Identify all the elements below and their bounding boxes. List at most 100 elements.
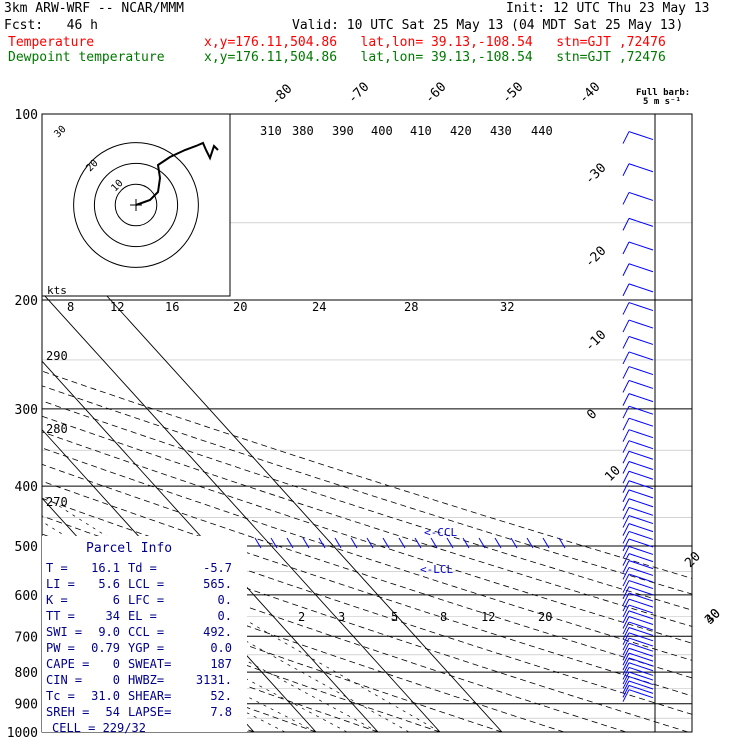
barb-feather bbox=[622, 319, 630, 333]
pressure-tick-label: 400 bbox=[15, 480, 38, 495]
temperature-tick-label: -50 bbox=[499, 80, 526, 107]
barb-feather bbox=[622, 405, 630, 419]
barb-feather bbox=[622, 440, 630, 453]
mixing-ratio-label: 20 bbox=[538, 610, 552, 624]
barb-feather bbox=[622, 662, 630, 675]
wind-barbs bbox=[254, 114, 656, 732]
barb-legend-line2: 5 m s⁻¹ bbox=[643, 97, 681, 107]
parcel-info-cell: 3131. bbox=[196, 673, 232, 687]
parcel-info-cell: 34 bbox=[106, 609, 120, 623]
barb-feather bbox=[622, 480, 630, 493]
wind-barb bbox=[622, 684, 654, 698]
hodograph-scale-label: 12 bbox=[110, 300, 124, 314]
theta-label: 380 bbox=[292, 124, 314, 138]
barb-feather bbox=[622, 531, 630, 544]
barb-tick bbox=[318, 537, 326, 549]
barb-feather bbox=[622, 451, 630, 464]
diagram-grid bbox=[42, 114, 692, 732]
barb-feather bbox=[622, 553, 630, 566]
theta-label: 440 bbox=[531, 124, 553, 138]
parcel-info-cell: 9.0 bbox=[98, 625, 120, 639]
isotherm-line bbox=[42, 223, 503, 732]
parcel-info-cell: 7.8 bbox=[210, 705, 232, 719]
theta-label: 430 bbox=[490, 124, 512, 138]
parcel-info-cell: EL = bbox=[128, 609, 157, 623]
parcel-info-cell: 0.0 bbox=[210, 641, 232, 655]
pressure-tick-label: 100 bbox=[15, 108, 38, 123]
barb-feather bbox=[622, 546, 630, 559]
barb-shaft bbox=[628, 440, 654, 450]
parcel-info-cell: CIN = bbox=[46, 673, 82, 687]
dewpoint-legend-label: Dewpoint temperature bbox=[8, 50, 165, 65]
barb-shaft bbox=[628, 553, 654, 563]
barb-shaft bbox=[628, 335, 654, 345]
temperature-tick-label: -80 bbox=[268, 82, 295, 109]
barb-tick bbox=[494, 537, 502, 549]
parcel-info-cell: 187 bbox=[210, 657, 232, 671]
barb-shaft bbox=[628, 480, 654, 490]
ccl-annotation: <-CCL bbox=[424, 526, 457, 539]
pressure-tick-label: 1000 bbox=[7, 726, 38, 740]
parcel-info-cell: SHEAR= bbox=[128, 689, 171, 703]
wind-barb bbox=[622, 632, 654, 646]
barb-shaft bbox=[628, 573, 654, 583]
barb-shaft bbox=[628, 498, 654, 508]
dry-adiabat-line bbox=[42, 590, 441, 732]
barb-feather bbox=[622, 598, 630, 612]
wind-barb bbox=[622, 621, 654, 635]
parcel-info-cell: SWEAT= bbox=[128, 657, 171, 671]
wind-barb bbox=[622, 393, 654, 406]
parcel-info-cell: 0 bbox=[113, 657, 120, 671]
parcel-info-cell: Tc = bbox=[46, 689, 75, 703]
wind-barb bbox=[622, 647, 654, 661]
moist-adiabat-line bbox=[42, 545, 379, 732]
barb-shaft bbox=[628, 662, 654, 672]
barb-feather bbox=[622, 302, 630, 315]
temperature-tick-label: -30 bbox=[582, 161, 609, 188]
wind-barb bbox=[622, 263, 654, 276]
wind-barb bbox=[622, 616, 654, 629]
wind-barb bbox=[622, 217, 654, 231]
isotherm-line bbox=[42, 292, 441, 732]
hodograph-scale-label: 16 bbox=[165, 300, 179, 314]
dry-adiabat-line bbox=[42, 497, 692, 715]
barb-feather bbox=[622, 380, 630, 393]
parcel-info-cell: 0. bbox=[218, 593, 232, 607]
wind-barb bbox=[622, 283, 654, 297]
barb-feather bbox=[622, 573, 630, 587]
wind-barb bbox=[622, 489, 654, 503]
init-time: Init: 12 UTC Thu 23 May 13 bbox=[506, 1, 710, 16]
barb-tick bbox=[542, 537, 550, 549]
hodograph-scale-label: 8 bbox=[67, 300, 74, 314]
barb-tick bbox=[478, 537, 486, 549]
forecast-hour: Fcst: 46 h bbox=[4, 18, 98, 33]
barb-shaft bbox=[628, 538, 654, 548]
parcel-info-cell: -5.7 bbox=[203, 561, 232, 575]
wind-barb bbox=[622, 662, 654, 675]
barb-tick bbox=[414, 537, 422, 549]
barb-feather bbox=[622, 241, 630, 255]
wind-barb bbox=[622, 652, 654, 666]
barb-feather bbox=[622, 632, 630, 646]
wind-barb bbox=[622, 666, 654, 680]
mixing-ratio-label: 3 bbox=[338, 610, 345, 624]
wind-barb bbox=[622, 627, 654, 640]
lcl-annotation: <-LCL bbox=[420, 563, 453, 576]
wind-barb bbox=[622, 131, 654, 144]
barb-feather bbox=[622, 592, 630, 606]
barb-shaft bbox=[628, 530, 654, 540]
parcel-info-cell: T = bbox=[46, 561, 68, 575]
temperature-location-info: x,y=176.11,504.86 lat,lon= 39.13,-108.54… bbox=[204, 35, 666, 50]
parcel-info-cell: K = bbox=[46, 593, 68, 607]
barb-shaft bbox=[628, 191, 654, 201]
parcel-info-cell: 16.1 bbox=[91, 561, 120, 575]
temperature-tick-label: 10 bbox=[602, 463, 624, 485]
barb-shaft bbox=[628, 616, 654, 625]
wind-barb bbox=[622, 319, 654, 333]
theta-label: 390 bbox=[332, 124, 354, 138]
parcel-info-cell: TT = bbox=[46, 609, 75, 623]
barb-shaft bbox=[628, 657, 654, 667]
wind-barb bbox=[622, 366, 654, 379]
wind-barb bbox=[622, 676, 654, 689]
